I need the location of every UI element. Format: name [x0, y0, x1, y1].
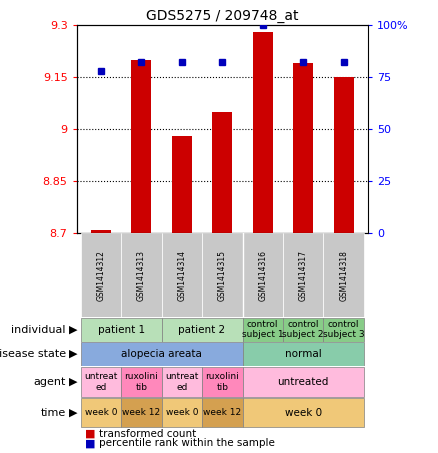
Bar	[253, 32, 273, 233]
Text: agent: agent	[33, 377, 66, 387]
Text: ▶: ▶	[69, 408, 77, 418]
Text: untreat
ed: untreat ed	[165, 372, 198, 391]
Bar	[243, 318, 283, 342]
Text: control
subject 1: control subject 1	[242, 320, 283, 339]
Bar	[243, 233, 283, 317]
Bar	[162, 233, 202, 317]
Text: ruxolini
tib: ruxolini tib	[205, 372, 239, 391]
Text: individual: individual	[11, 324, 66, 335]
Bar	[243, 366, 364, 397]
Text: GSM1414317: GSM1414317	[299, 250, 307, 301]
Text: ■: ■	[85, 429, 96, 439]
Text: GSM1414315: GSM1414315	[218, 250, 227, 301]
Text: week 12: week 12	[203, 409, 241, 417]
Bar	[212, 112, 233, 233]
Bar	[162, 398, 202, 428]
Text: GSM1414314: GSM1414314	[177, 250, 186, 301]
Bar	[162, 318, 243, 342]
Bar	[323, 233, 364, 317]
Bar	[121, 398, 162, 428]
Text: disease state: disease state	[0, 349, 66, 359]
Text: GSM1414316: GSM1414316	[258, 250, 267, 301]
Text: week 0: week 0	[285, 408, 322, 418]
Text: untreated: untreated	[278, 377, 329, 387]
Text: patient 1: patient 1	[98, 324, 145, 335]
Bar	[162, 366, 202, 397]
Bar	[121, 366, 162, 397]
Text: GSM1414313: GSM1414313	[137, 250, 146, 301]
Text: week 12: week 12	[122, 409, 160, 417]
Bar	[81, 342, 243, 366]
Text: GSM1414312: GSM1414312	[96, 250, 106, 301]
Text: control
subject 2: control subject 2	[283, 320, 324, 339]
Bar	[293, 63, 313, 233]
Bar	[202, 366, 243, 397]
Text: time: time	[40, 408, 66, 418]
Text: ruxolini
tib: ruxolini tib	[124, 372, 158, 391]
Text: alopecia areata: alopecia areata	[121, 349, 202, 359]
Text: week 0: week 0	[85, 409, 117, 417]
Bar	[202, 233, 243, 317]
Bar	[81, 366, 121, 397]
Bar	[91, 230, 111, 233]
Text: untreat
ed: untreat ed	[84, 372, 118, 391]
Text: percentile rank within the sample: percentile rank within the sample	[99, 439, 275, 448]
Bar	[81, 398, 121, 428]
Text: transformed count: transformed count	[99, 429, 196, 439]
Bar	[323, 318, 364, 342]
Text: normal: normal	[285, 349, 321, 359]
Text: ■: ■	[85, 439, 96, 448]
Text: ▶: ▶	[69, 349, 77, 359]
Title: GDS5275 / 209748_at: GDS5275 / 209748_at	[146, 9, 299, 23]
Text: ▶: ▶	[69, 377, 77, 387]
Text: ▶: ▶	[69, 324, 77, 335]
Text: patient 2: patient 2	[179, 324, 226, 335]
Bar	[283, 233, 323, 317]
Bar	[121, 233, 162, 317]
Text: GSM1414318: GSM1414318	[339, 250, 348, 301]
Text: control
subject 3: control subject 3	[323, 320, 364, 339]
Bar	[243, 398, 364, 428]
Bar	[243, 342, 364, 366]
Bar	[172, 136, 192, 233]
Bar	[283, 318, 323, 342]
Bar	[202, 398, 243, 428]
Bar	[81, 318, 162, 342]
Bar	[131, 60, 152, 233]
Bar	[333, 77, 354, 233]
Bar	[81, 233, 121, 317]
Text: week 0: week 0	[166, 409, 198, 417]
